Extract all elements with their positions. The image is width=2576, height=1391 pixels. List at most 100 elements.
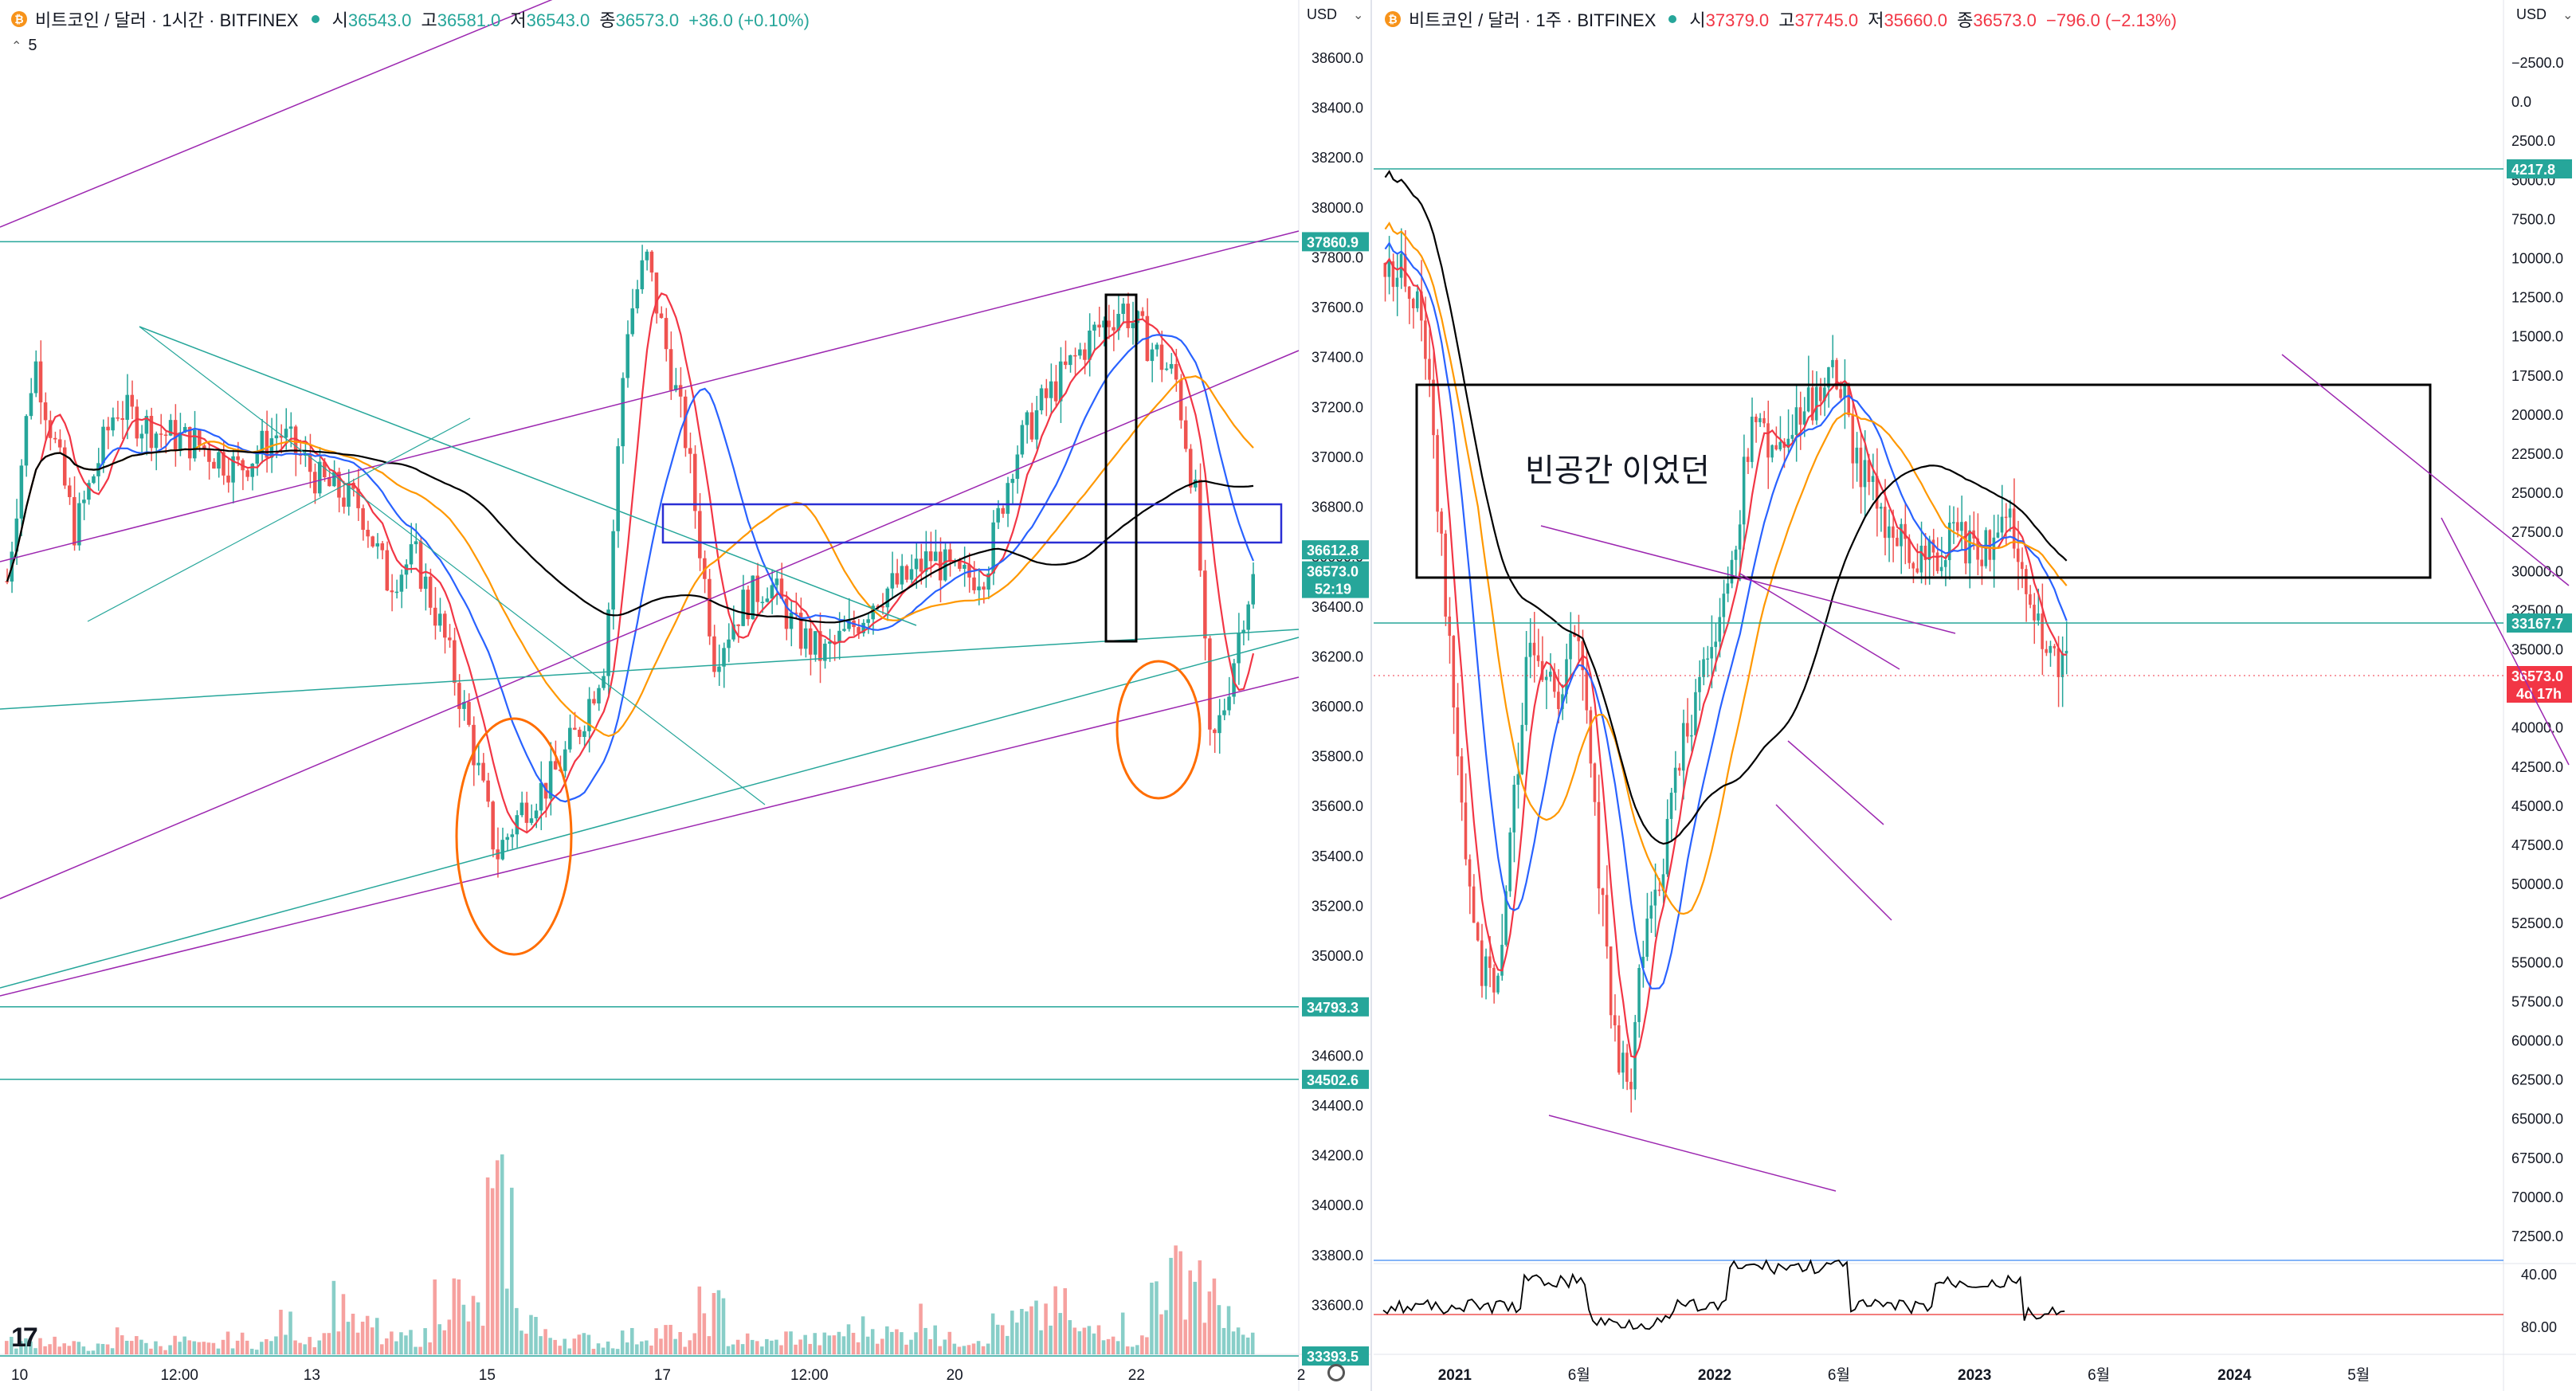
volume-bar bbox=[24, 1338, 28, 1354]
volume-bar bbox=[1068, 1320, 1072, 1354]
level-tag bbox=[1302, 997, 1369, 1017]
candle-body bbox=[437, 613, 442, 626]
candle-body bbox=[2056, 648, 2060, 677]
weekly-chart-panel[interactable]: ₿ 비트코인 / 달러 · 1주 · BITFINEX 시37379.0 고37… bbox=[1374, 0, 2576, 1391]
candle-body bbox=[467, 702, 471, 725]
volume-bar bbox=[928, 1338, 932, 1354]
candle-body bbox=[1504, 891, 1508, 945]
volume-bar bbox=[1025, 1311, 1029, 1354]
volume-bar bbox=[543, 1329, 547, 1354]
candle-body bbox=[1183, 420, 1188, 449]
hourly-chart-canvas[interactable]: 38600.0 38400.0 38200.0 38000.0 37800.0 37600… bbox=[0, 0, 1372, 1391]
candle-body bbox=[779, 578, 784, 599]
volume-bar bbox=[692, 1333, 697, 1354]
currency-selector[interactable]: USD ⌄ bbox=[2516, 6, 2574, 22]
candle-body bbox=[996, 507, 1000, 523]
y-tick-label: 37800.0 bbox=[1312, 249, 1363, 265]
volume-bar bbox=[606, 1341, 610, 1354]
volume-bar bbox=[173, 1335, 177, 1354]
y-tick-label: 15000.0 bbox=[2511, 329, 2563, 345]
volume-bar bbox=[856, 1342, 861, 1354]
candle-body bbox=[29, 393, 33, 417]
price-tag-label: 36612.8 bbox=[1307, 543, 1359, 558]
candle-body bbox=[1645, 919, 1649, 957]
candle-body bbox=[1068, 355, 1072, 366]
candle-body bbox=[1931, 539, 1935, 553]
volume-bar bbox=[414, 1346, 418, 1354]
volume-bar bbox=[225, 1331, 230, 1354]
volume-bar bbox=[298, 1342, 302, 1354]
volume-bar bbox=[48, 1344, 52, 1354]
symbol-title[interactable]: 비트코인 / 달러 · 1시간 · BITFINEX bbox=[35, 10, 299, 30]
volume-bar bbox=[909, 1339, 913, 1354]
y-tick-label: 2500.0 bbox=[2511, 133, 2555, 149]
volume-bar bbox=[274, 1336, 278, 1354]
hourly-chart-panel[interactable]: ₿ 비트코인 / 달러 · 1시간 · BITFINEX 시36543.0 고3… bbox=[0, 0, 1372, 1391]
volume-bar bbox=[832, 1335, 837, 1354]
candles bbox=[1383, 228, 2068, 1113]
y-tick-label: 30000.0 bbox=[2511, 563, 2563, 579]
volume-bar bbox=[255, 1350, 259, 1354]
volume-bar bbox=[293, 1340, 297, 1354]
currency-selector[interactable]: USD ⌄ bbox=[1307, 6, 1364, 22]
volume-bar bbox=[135, 1336, 139, 1354]
candle-body bbox=[1843, 384, 1846, 398]
volume-bar bbox=[110, 1348, 115, 1354]
candle-body bbox=[1428, 359, 1431, 380]
candle-body bbox=[1569, 633, 1572, 660]
volume-bar bbox=[230, 1348, 235, 1354]
candle-body bbox=[1001, 507, 1005, 514]
symbol-legend: ₿ 비트코인 / 달러 · 1주 · BITFINEX 시37379.0 고37… bbox=[1385, 6, 2177, 32]
candle-body bbox=[2016, 548, 2020, 562]
volume-bar bbox=[490, 1188, 495, 1354]
candle-body bbox=[1762, 417, 1766, 424]
candle-body bbox=[385, 550, 390, 591]
volume-bar bbox=[563, 1338, 567, 1354]
price-tag-label: 36573.0 bbox=[1307, 564, 1359, 580]
volume-bar bbox=[798, 1339, 802, 1354]
chevron-down-icon: ⌄ bbox=[1353, 8, 1364, 22]
candle-body bbox=[43, 402, 48, 421]
volume-bar bbox=[240, 1332, 245, 1354]
weekly-chart-canvas[interactable]: −2500.00.02500.05000.07500.010000.012500… bbox=[1374, 0, 2576, 1391]
candle-body bbox=[717, 666, 721, 672]
candle-body bbox=[92, 476, 96, 484]
candle-body bbox=[1020, 425, 1025, 455]
candle-body bbox=[813, 631, 817, 655]
candle-body bbox=[390, 590, 394, 593]
volume-bar bbox=[433, 1279, 437, 1354]
volume-bar bbox=[249, 1348, 254, 1354]
volume-bar bbox=[29, 1341, 33, 1354]
trend-line bbox=[0, 676, 1300, 997]
candle-body bbox=[708, 578, 712, 637]
y-tick-label: 38600.0 bbox=[1312, 50, 1363, 66]
candle-body bbox=[1387, 261, 1391, 277]
volume-bar bbox=[211, 1342, 216, 1354]
candle-body bbox=[1726, 583, 1730, 594]
osc-tick-label: 80.00 bbox=[2521, 1319, 2557, 1335]
indicators-toggle[interactable]: ⌃ 5 bbox=[11, 37, 37, 54]
volume-bar bbox=[649, 1345, 653, 1354]
candle-body bbox=[1415, 291, 1419, 308]
candle-body bbox=[1528, 642, 1532, 657]
candle-body bbox=[1472, 886, 1476, 923]
candle-body bbox=[462, 702, 466, 709]
gear-icon[interactable] bbox=[1327, 1364, 1345, 1381]
candle-body bbox=[1980, 559, 1983, 566]
symbol-title[interactable]: 비트코인 / 달러 · 1주 · BITFINEX bbox=[1409, 10, 1657, 30]
volume-bar bbox=[760, 1346, 764, 1354]
candle-body bbox=[515, 815, 520, 835]
volume-bar bbox=[914, 1332, 918, 1354]
candle-body bbox=[1827, 366, 1830, 388]
candle-body bbox=[1227, 696, 1231, 711]
tradingview-logo: 17 bbox=[11, 1322, 38, 1353]
candle-body bbox=[255, 453, 260, 464]
y-tick-label: 35000.0 bbox=[1312, 948, 1363, 964]
volume-bar bbox=[260, 1342, 264, 1354]
candle-body bbox=[1625, 1052, 1629, 1082]
candle-body bbox=[1241, 629, 1245, 633]
candle-body bbox=[1778, 441, 1782, 450]
candle-body bbox=[356, 488, 360, 508]
drawings bbox=[0, 0, 1300, 997]
candle-body bbox=[1025, 412, 1029, 425]
